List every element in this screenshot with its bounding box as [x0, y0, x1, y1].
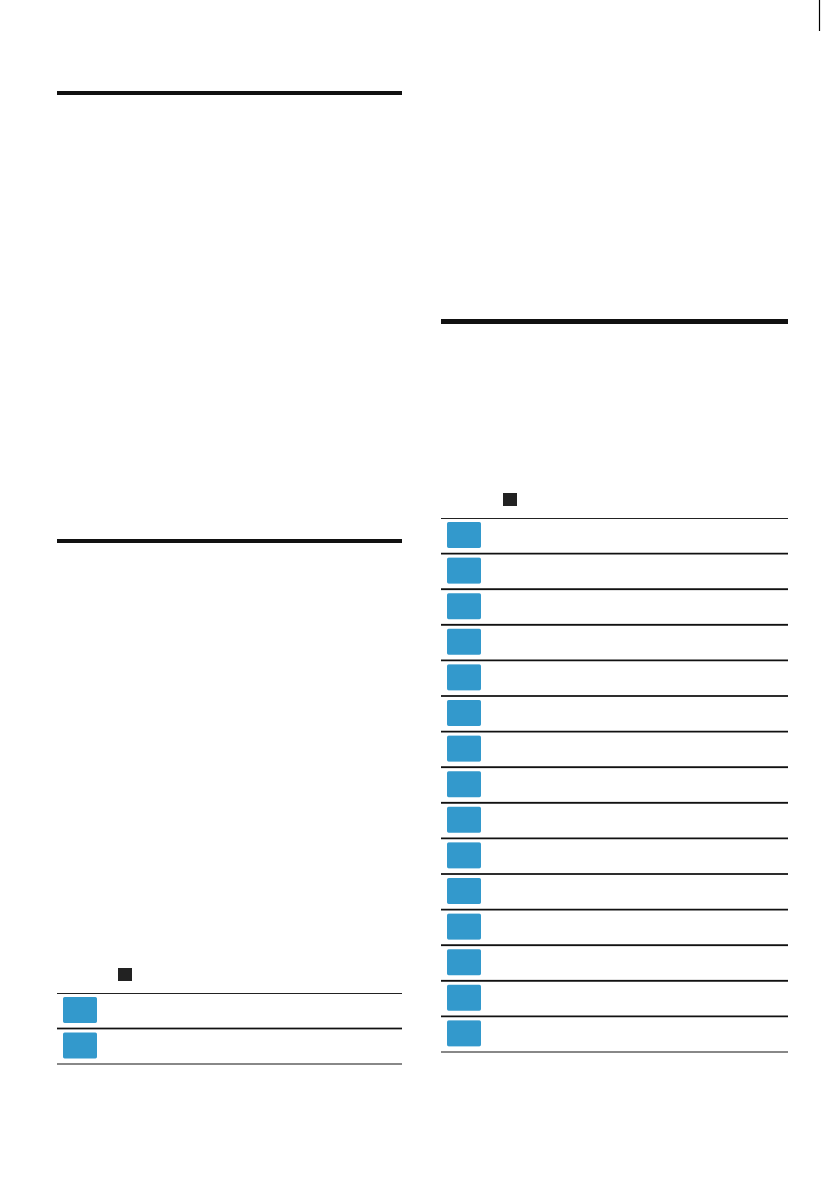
- table: [57, 993, 402, 1065]
- row-badge: [447, 664, 481, 691]
- section-rule: [57, 91, 402, 95]
- row-badge: [447, 771, 481, 798]
- row-badge: [447, 878, 481, 904]
- row-badge: [447, 735, 481, 762]
- row-badge: [447, 949, 481, 976]
- section-rule: [441, 319, 788, 324]
- row-badge: [447, 984, 481, 1011]
- row-badge: [447, 700, 481, 726]
- table: [441, 518, 788, 1053]
- row-badge: [63, 997, 97, 1023]
- stop-icon: [503, 493, 517, 506]
- row-badge: [447, 557, 481, 584]
- stop-icon: [118, 968, 132, 981]
- section-rule: [57, 539, 402, 543]
- row-badge: [447, 806, 481, 833]
- row-badge: [447, 593, 481, 620]
- row-badge: [63, 1032, 97, 1059]
- row-badge: [447, 522, 481, 548]
- row-badge: [447, 628, 481, 655]
- row-badge: [447, 842, 481, 869]
- row-badge: [447, 1020, 481, 1047]
- row-badge: [447, 913, 481, 940]
